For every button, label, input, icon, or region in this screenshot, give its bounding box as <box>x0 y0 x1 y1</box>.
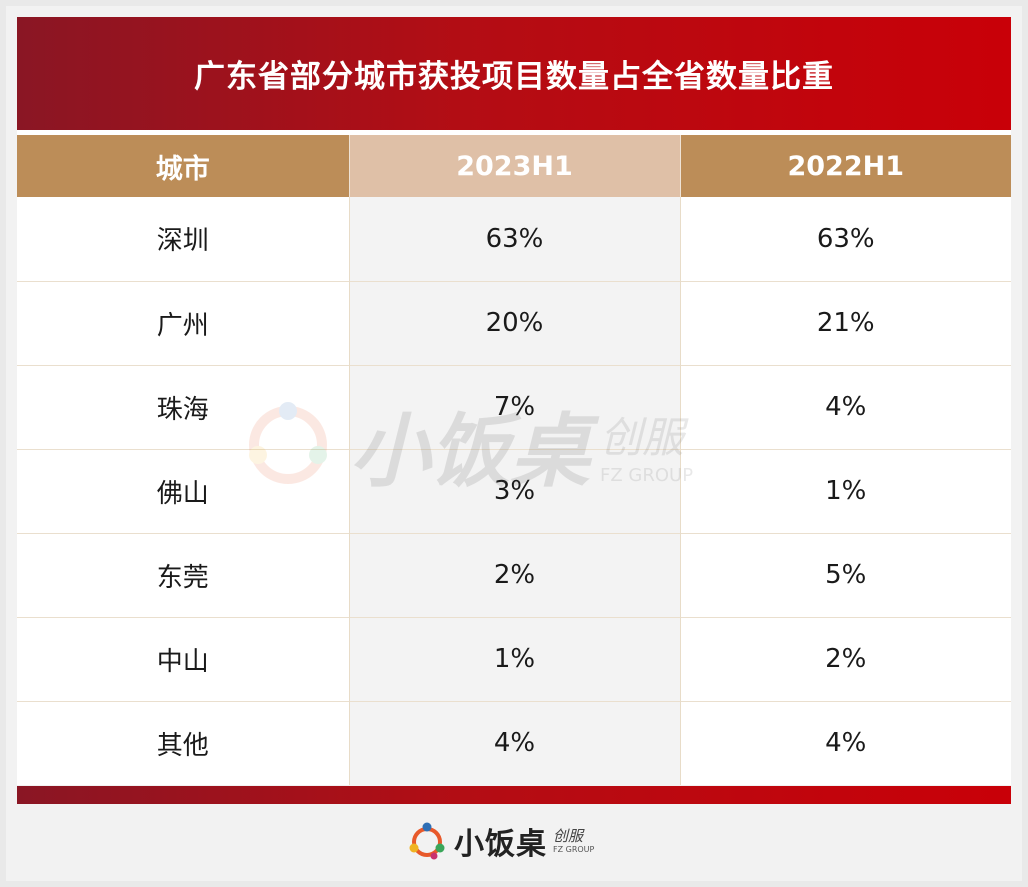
cell-2022h1: 21% <box>680 280 1011 365</box>
column-header-2022h1: 2022H1 <box>680 135 1011 197</box>
cell-city: 珠海 <box>17 364 349 449</box>
cell-2022h1: 5% <box>680 532 1011 617</box>
table-row: 其他 4% 4% <box>17 700 1011 785</box>
table-row: 深圳 63% 63% <box>17 197 1011 281</box>
cell-2022h1: 63% <box>680 197 1011 281</box>
table-row: 珠海 7% 4% <box>17 364 1011 449</box>
column-header-2023h1: 2023H1 <box>348 135 681 197</box>
cell-city: 中山 <box>17 616 349 701</box>
cell-city: 深圳 <box>17 197 349 281</box>
cell-2023h1: 4% <box>348 700 681 785</box>
table-row: 东莞 2% 5% <box>17 532 1011 617</box>
data-table: 城市 2023H1 2022H1 深圳 63% 63% 广州 20% 21% 珠海 7% 4% 佛… <box>17 135 1011 785</box>
cell-2023h1: 20% <box>348 280 681 365</box>
footer-sub-en: FZ GROUP <box>553 844 595 854</box>
cell-city: 佛山 <box>17 448 349 533</box>
footer-brand: 小饭桌 <box>454 827 547 862</box>
title-gap <box>17 130 1011 135</box>
cell-city: 东莞 <box>17 532 349 617</box>
footer-logo: 小饭桌 创服 FZ GROUP <box>406 817 594 865</box>
cell-2023h1: 2% <box>348 532 681 617</box>
footer-sub-cn: 创服 <box>553 826 584 845</box>
cell-2022h1: 1% <box>680 448 1011 533</box>
cell-2023h1: 3% <box>348 448 681 533</box>
table-header-row: 城市 2023H1 2022H1 <box>17 135 1011 197</box>
cell-city: 广州 <box>17 280 349 365</box>
brand-logo-icon <box>409 822 445 860</box>
cell-2022h1: 2% <box>680 616 1011 701</box>
cell-2023h1: 1% <box>348 616 681 701</box>
bottom-bar <box>17 786 1011 804</box>
table-row: 佛山 3% 1% <box>17 448 1011 533</box>
table-row: 中山 1% 2% <box>17 616 1011 701</box>
cell-2022h1: 4% <box>680 700 1011 785</box>
chart-title: 广东省部分城市获投项目数量占全省数量比重 <box>194 59 834 95</box>
cell-2023h1: 63% <box>348 197 681 281</box>
cell-2023h1: 7% <box>348 364 681 449</box>
title-bar: 广东省部分城市获投项目数量占全省数量比重 <box>17 17 1011 130</box>
cell-city: 其他 <box>17 700 349 785</box>
column-header-city: 城市 <box>17 135 349 197</box>
table-row: 广州 20% 21% <box>17 280 1011 365</box>
cell-2022h1: 4% <box>680 364 1011 449</box>
